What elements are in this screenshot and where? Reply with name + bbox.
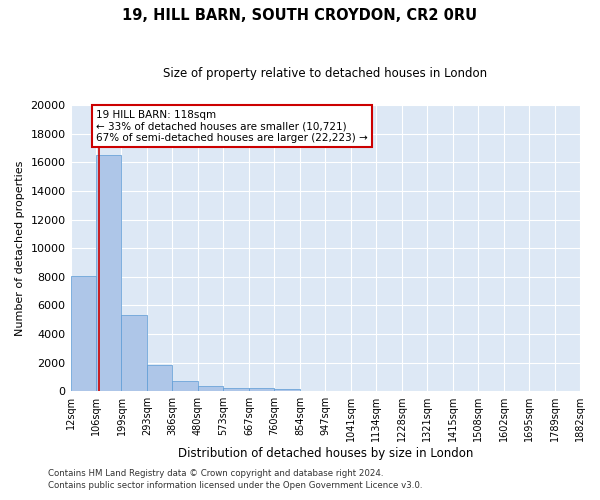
Bar	[223, 388, 249, 391]
X-axis label: Distribution of detached houses by size in London: Distribution of detached houses by size …	[178, 447, 473, 460]
Bar	[121, 314, 147, 391]
Bar	[147, 364, 172, 391]
Bar	[198, 386, 223, 391]
Text: 19, HILL BARN, SOUTH CROYDON, CR2 0RU: 19, HILL BARN, SOUTH CROYDON, CR2 0RU	[122, 8, 478, 22]
Bar	[274, 389, 300, 391]
Text: 19 HILL BARN: 118sqm
← 33% of detached houses are smaller (10,721)
67% of semi-d: 19 HILL BARN: 118sqm ← 33% of detached h…	[96, 110, 368, 143]
Title: Size of property relative to detached houses in London: Size of property relative to detached ho…	[163, 68, 487, 80]
Y-axis label: Number of detached properties: Number of detached properties	[15, 160, 25, 336]
Bar	[249, 388, 274, 391]
Bar	[172, 381, 198, 391]
Bar	[71, 276, 96, 391]
Bar	[96, 154, 121, 391]
Text: Contains HM Land Registry data © Crown copyright and database right 2024.
Contai: Contains HM Land Registry data © Crown c…	[48, 468, 422, 490]
